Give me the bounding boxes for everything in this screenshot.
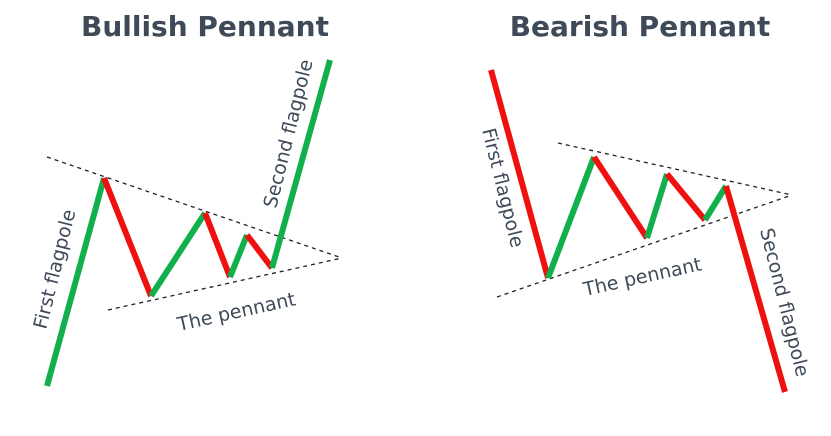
bullish-pennant-swing-5 [244,233,275,270]
bullish-title: Bullish Pennant [81,10,329,43]
bullish-pennant-swing-4 [227,233,250,279]
bearish-pennant-swing-5 [702,184,729,222]
bearish-pennant-swing-1 [545,155,597,280]
bearish-second-flagpole [723,185,788,393]
bullish-first-flagpole-label: First flagpole [30,207,81,331]
bullish-first-flagpole [44,177,107,387]
bullish-pennant-swing-2 [148,211,208,298]
bearish-pennant-swing-2 [591,155,650,240]
bullish-pennant-swing-3 [202,211,233,279]
bullish-pennant-label: The pennant [174,288,297,336]
bullish-second-flagpole [269,59,333,269]
bullish-pennant-swing-1 [101,176,154,298]
bearish-pennant-swing-4 [664,172,708,222]
bearish-pennant-label: The pennant [580,253,703,301]
bearish-pennant-panel: Bearish Pennant First flagpole Second fl… [477,10,813,393]
bullish-pennant-panel: Bullish Pennant First flagpole Second fl… [30,10,343,387]
bearish-second-flagpole-label: Second flagpole [755,226,813,379]
bearish-title: Bearish Pennant [510,10,771,43]
bearish-pennant-swing-3 [644,173,670,239]
bearish-first-flagpole [488,69,551,279]
bullish-upper-trendline [46,156,343,259]
